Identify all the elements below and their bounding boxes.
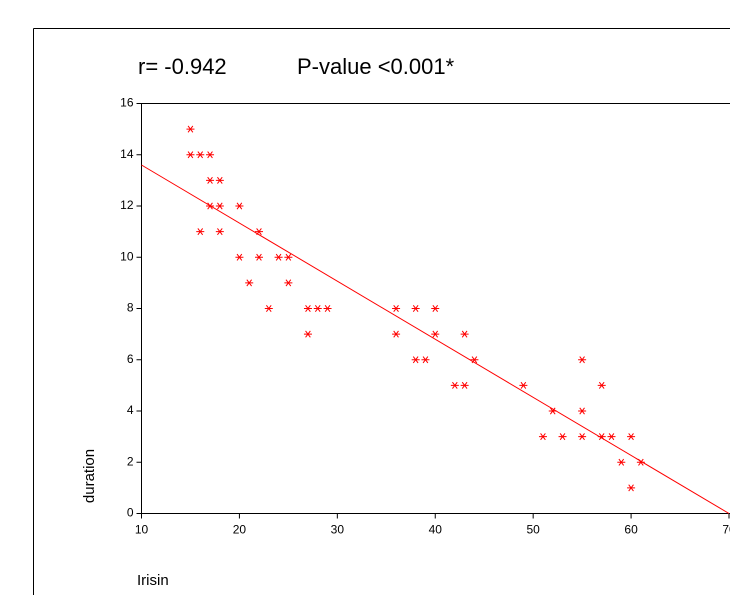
scatter-point — [460, 381, 469, 389]
scatter-point — [206, 151, 215, 159]
scatter-point — [421, 356, 430, 364]
y-axis-label: duration — [81, 449, 98, 503]
scatter-point — [313, 305, 322, 312]
scatter-point — [303, 305, 312, 312]
y-tick-label: 14 — [120, 147, 134, 161]
scatter-point — [548, 407, 557, 415]
scatter-point — [186, 125, 195, 133]
y-tick-label: 16 — [120, 96, 134, 110]
scatter-point — [578, 433, 587, 441]
fit-line — [141, 164, 730, 514]
scatter-point — [607, 433, 616, 441]
scatter-point — [186, 151, 195, 159]
scatter-point — [431, 330, 440, 338]
scatter-point — [274, 253, 283, 261]
scatter-point — [578, 407, 587, 415]
scatter-point — [255, 228, 263, 236]
scatter-point — [284, 253, 293, 261]
scatter-point — [411, 305, 420, 312]
scatter-point — [284, 279, 293, 287]
scatter-point — [206, 176, 215, 184]
scatter-point — [558, 433, 567, 441]
scatter-point — [392, 305, 401, 312]
scatter-point — [431, 305, 440, 312]
r-annotation: r= -0.942 — [138, 54, 227, 79]
scatter-point — [578, 356, 587, 364]
scatter-point — [303, 330, 312, 338]
scatter-point — [617, 458, 626, 466]
x-axis-label: Irisin — [137, 572, 169, 589]
scatter-point — [264, 305, 273, 312]
scatter-point — [245, 279, 254, 287]
scatter-point — [538, 433, 547, 441]
scatter-point — [636, 458, 645, 466]
scatter-point — [597, 381, 606, 389]
scatter-point — [235, 202, 244, 210]
x-tick-label: 30 — [331, 523, 345, 537]
scatter-point — [519, 381, 528, 389]
scatter-point — [627, 433, 636, 441]
scatter-point — [255, 253, 263, 261]
x-tick-label: 10 — [135, 523, 149, 537]
y-tick-label: 8 — [127, 301, 134, 315]
y-tick-label: 0 — [127, 506, 134, 520]
scatter-point — [460, 330, 469, 338]
scatter-point — [627, 484, 636, 492]
p-annotation: P-value <0.001* — [297, 54, 455, 79]
scatter-point — [196, 228, 205, 236]
y-tick-label: 12 — [120, 198, 134, 212]
scatter-point — [470, 356, 479, 364]
scatter-point — [392, 330, 401, 338]
y-tick-label: 6 — [127, 352, 134, 366]
x-tick-label: 20 — [233, 523, 247, 537]
scatter-point — [597, 433, 606, 441]
scatter-point — [235, 253, 244, 261]
scatter-point — [196, 151, 205, 159]
scatter-point — [215, 176, 224, 184]
x-tick-label: 70 — [722, 523, 730, 537]
scatter-point — [206, 202, 215, 210]
scatter-point — [411, 356, 420, 364]
x-tick-label: 40 — [429, 523, 443, 537]
y-tick-label: 10 — [120, 249, 134, 263]
y-tick-label: 2 — [127, 454, 134, 468]
scatter-point — [215, 228, 224, 236]
x-tick-label: 60 — [624, 523, 638, 537]
scatter-point — [450, 381, 459, 389]
scatter-point — [215, 202, 224, 210]
scatter-point — [323, 305, 332, 312]
x-tick-label: 50 — [526, 523, 540, 537]
y-tick-label: 4 — [127, 403, 134, 417]
